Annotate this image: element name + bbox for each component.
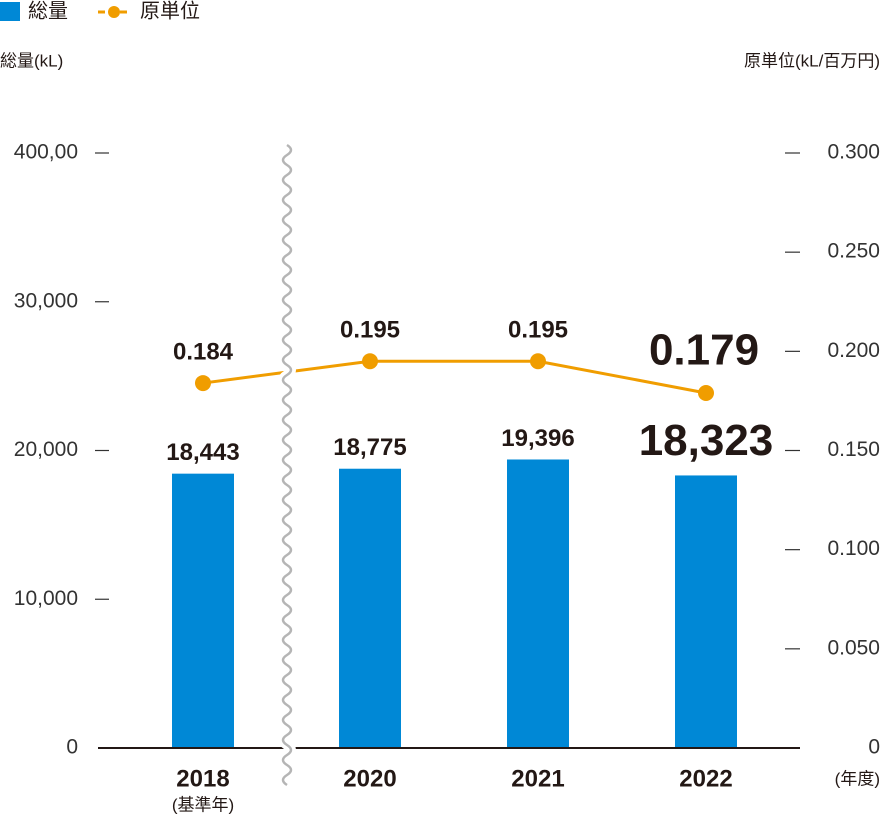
- y2-tick-label: 0.300: [827, 141, 880, 164]
- line-marker: [530, 353, 546, 370]
- line-value-label: 0.195: [340, 317, 400, 344]
- y2-tick-label: 0: [868, 736, 880, 759]
- legend-label: 総量: [28, 0, 68, 22]
- legend-swatch: [0, 2, 20, 21]
- bar-value-label: 18,775: [333, 434, 406, 461]
- bar: [507, 459, 569, 748]
- bar-value-label: 18,323: [639, 416, 774, 465]
- line-marker: [698, 384, 714, 401]
- y-tick-label: 0: [66, 736, 78, 759]
- x-axis-title: (年度): [835, 769, 880, 788]
- y2-axis-title: 原単位(kL/百万円): [744, 51, 880, 70]
- x-tick-label: 2021: [511, 765, 564, 792]
- line-value-label: 0.179: [649, 326, 759, 375]
- line-marker: [362, 353, 378, 370]
- x-tick-label: 2018: [176, 765, 229, 792]
- y-axis-title: 総量(kL): [0, 51, 63, 70]
- y2-tick-label: 0.100: [827, 537, 880, 560]
- legend-label: 原単位: [140, 0, 200, 22]
- y2-tick-label: 0.250: [827, 240, 880, 263]
- line-marker: [195, 375, 211, 392]
- bar: [172, 473, 234, 748]
- line-value-label: 0.184: [173, 338, 234, 365]
- bar: [339, 468, 401, 748]
- axis-break: [281, 143, 293, 787]
- category-annotation: (基準年): [172, 795, 234, 814]
- y-tick-label: 30,000: [14, 289, 78, 312]
- bar-value-label: 18,443: [166, 439, 239, 466]
- y-tick-label: 400,00: [14, 141, 78, 164]
- x-tick-label: 2022: [679, 765, 732, 792]
- bar-value-label: 19,396: [501, 425, 574, 452]
- y2-tick-label: 0.200: [827, 339, 880, 362]
- y-tick-label: 20,000: [14, 438, 78, 461]
- line: [202, 359, 707, 395]
- x-tick-label: 2020: [343, 765, 396, 792]
- y2-tick-label: 0.050: [827, 636, 880, 659]
- legend-marker: [108, 6, 120, 18]
- y-tick-label: 10,000: [14, 587, 78, 610]
- bar: [675, 475, 737, 748]
- y2-tick-label: 0.150: [827, 438, 880, 461]
- line-value-label: 0.195: [508, 317, 568, 344]
